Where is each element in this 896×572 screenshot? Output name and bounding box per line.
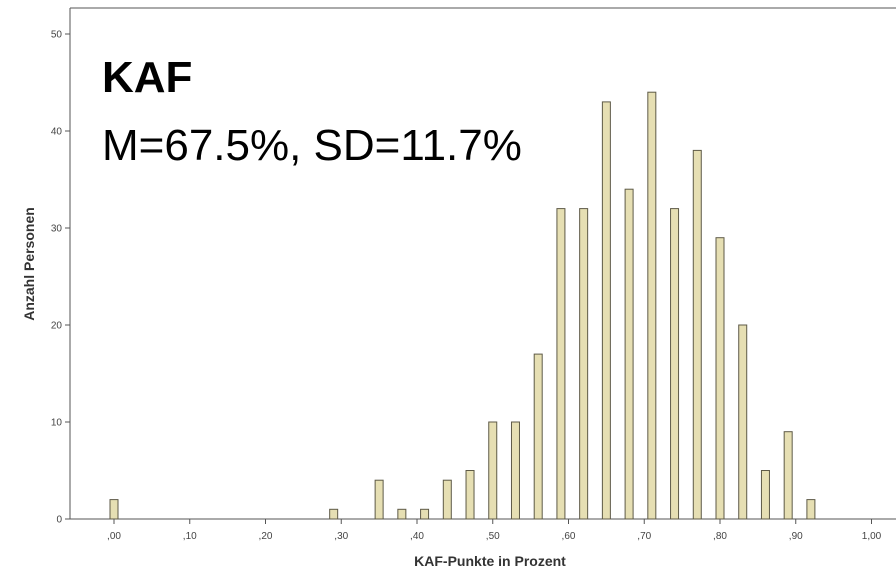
histogram-bar (715, 237, 725, 520)
histogram-bar (760, 470, 770, 520)
x-tick-label: 1,00 (862, 531, 882, 542)
histogram-bar (738, 324, 748, 520)
x-tick-label: ,40 (410, 531, 424, 542)
histogram-bar (647, 91, 657, 520)
x-tick-label: ,60 (562, 531, 576, 542)
x-tick-label: ,50 (486, 531, 500, 542)
histogram-bar (692, 149, 702, 520)
histogram-bar (670, 208, 680, 520)
histogram-bar (109, 499, 119, 520)
axes (69, 7, 896, 520)
overlay-title: KAF (102, 53, 193, 102)
histogram-bar (579, 208, 589, 520)
histogram-bar (420, 508, 430, 520)
histogram-bar (783, 431, 793, 520)
x-tick-label: ,90 (789, 531, 803, 542)
histogram-bar (556, 208, 566, 520)
x-tick-label: ,80 (713, 531, 727, 542)
x-tick-label: ,00 (107, 531, 121, 542)
x-tick-label: ,30 (334, 531, 348, 542)
ticks: 0 10 20 30 40 50 ,00 ,10 ,20 ,30 ,40 ,50 ,60 ,70 ,80 ,9… (51, 30, 882, 543)
histogram-bar (806, 499, 816, 520)
y-tick-label: 10 (51, 418, 63, 429)
histogram-bar (488, 421, 498, 520)
histogram-bar (510, 421, 520, 520)
y-tick-label: 20 (51, 321, 63, 332)
y-tick-label: 0 (56, 515, 62, 526)
histogram-bar (374, 479, 384, 520)
histogram-bar (533, 353, 543, 520)
histogram-bar (329, 508, 339, 520)
x-tick-label: ,20 (259, 531, 273, 542)
bars (109, 91, 816, 520)
overlay-subtitle: M=67.5%, SD=11.7% (102, 121, 522, 170)
x-tick-label: ,70 (637, 531, 651, 542)
x-axis-title: KAF-Punkte in Prozent (414, 553, 566, 569)
x-tick-label: ,10 (183, 531, 197, 542)
y-tick-label: 30 (51, 224, 63, 235)
histogram-bar (465, 470, 475, 520)
histogram-bar (624, 188, 634, 520)
y-axis-title: Anzahl Personen (21, 207, 37, 321)
histogram-bar (442, 479, 452, 520)
histogram-bar (601, 101, 611, 520)
y-tick-label: 40 (51, 127, 63, 138)
histogram-bar (397, 508, 407, 520)
y-tick-label: 50 (51, 30, 63, 41)
